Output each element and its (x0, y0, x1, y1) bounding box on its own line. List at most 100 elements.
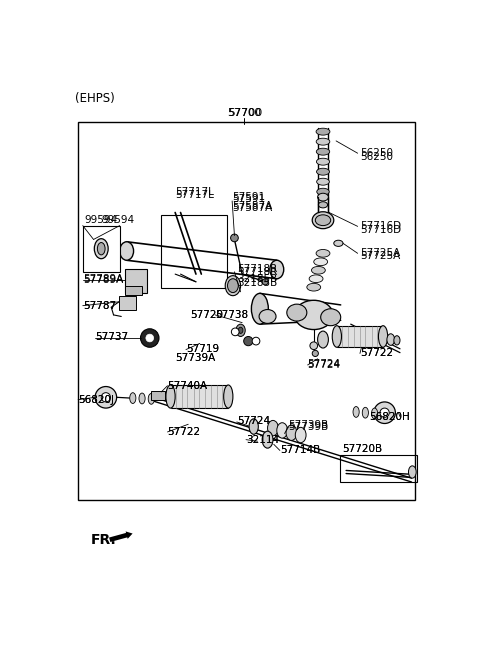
Text: 57720B: 57720B (342, 444, 383, 454)
Text: 32185B: 32185B (237, 277, 277, 288)
Ellipse shape (316, 148, 330, 155)
Text: 57740A: 57740A (168, 381, 207, 391)
Text: 32114: 32114 (246, 435, 279, 445)
Text: 57725A: 57725A (360, 248, 400, 259)
Text: 57787: 57787 (83, 301, 116, 310)
Text: 57718R: 57718R (237, 264, 277, 275)
Bar (119, 295, 136, 310)
Text: 57720: 57720 (191, 310, 224, 320)
Text: 57722: 57722 (360, 349, 393, 358)
Ellipse shape (295, 427, 306, 443)
Ellipse shape (224, 385, 233, 408)
Text: 57789A: 57789A (83, 275, 123, 284)
Text: 57700: 57700 (227, 108, 262, 118)
Text: 57722: 57722 (360, 349, 393, 358)
Text: 57717L: 57717L (175, 190, 214, 200)
Ellipse shape (262, 431, 273, 448)
Ellipse shape (309, 275, 323, 283)
Text: 57587A: 57587A (232, 202, 272, 211)
Bar (337, 326, 383, 347)
Ellipse shape (252, 294, 268, 324)
Ellipse shape (277, 422, 288, 438)
Ellipse shape (287, 304, 307, 321)
Ellipse shape (307, 283, 321, 291)
Text: 57722: 57722 (168, 427, 201, 437)
Text: 56820H: 56820H (369, 411, 410, 422)
Text: (EHPS): (EHPS) (75, 91, 115, 104)
Circle shape (310, 342, 318, 349)
Circle shape (230, 234, 238, 242)
Ellipse shape (120, 242, 133, 260)
Text: 57738: 57738 (215, 310, 248, 320)
Ellipse shape (270, 260, 284, 279)
Circle shape (312, 351, 318, 356)
Ellipse shape (228, 279, 238, 293)
Text: 57724: 57724 (308, 360, 341, 370)
Ellipse shape (314, 258, 328, 266)
Ellipse shape (362, 408, 369, 418)
Text: 57720B: 57720B (342, 444, 383, 454)
Circle shape (95, 386, 117, 408)
Ellipse shape (353, 406, 359, 417)
Text: 57789A: 57789A (83, 275, 123, 285)
Ellipse shape (408, 466, 416, 478)
Text: FR.: FR. (90, 533, 116, 547)
Ellipse shape (295, 300, 333, 330)
Text: 57714B: 57714B (280, 445, 320, 456)
Text: 57737: 57737 (95, 332, 128, 342)
Ellipse shape (312, 266, 325, 274)
Ellipse shape (236, 324, 245, 336)
Text: 57719: 57719 (186, 344, 219, 354)
Text: 57724: 57724 (237, 416, 270, 426)
Bar (151, 391, 165, 400)
Text: 57722: 57722 (168, 427, 201, 437)
Bar (125, 269, 147, 294)
Text: 57716D: 57716D (360, 226, 401, 235)
Text: 57719: 57719 (186, 344, 219, 354)
Ellipse shape (166, 385, 175, 408)
Text: 57714B: 57714B (280, 445, 320, 456)
Circle shape (146, 334, 154, 342)
Ellipse shape (225, 275, 240, 295)
Ellipse shape (312, 212, 334, 229)
Ellipse shape (316, 249, 330, 257)
Text: 57724: 57724 (237, 416, 270, 426)
Text: 57739B: 57739B (288, 422, 329, 432)
Text: 99594: 99594 (101, 215, 134, 226)
Ellipse shape (130, 393, 136, 404)
Ellipse shape (259, 310, 276, 323)
Ellipse shape (317, 178, 329, 185)
Text: 57739B: 57739B (288, 420, 329, 430)
Ellipse shape (316, 158, 330, 165)
Ellipse shape (286, 425, 297, 441)
Text: 57738: 57738 (215, 310, 248, 320)
Text: 57739A: 57739A (175, 353, 216, 363)
Text: 57718R: 57718R (237, 267, 277, 277)
Text: 99594: 99594 (84, 215, 118, 226)
Bar (170, 385, 228, 408)
Ellipse shape (316, 128, 330, 135)
Text: 56820H: 56820H (369, 411, 410, 422)
Circle shape (252, 337, 260, 345)
Circle shape (231, 328, 239, 336)
Ellipse shape (249, 419, 258, 434)
Bar (83, 226, 120, 272)
Ellipse shape (94, 238, 108, 259)
Ellipse shape (238, 327, 243, 334)
Text: 57716D: 57716D (360, 222, 401, 231)
Text: 32185B: 32185B (237, 273, 277, 284)
Ellipse shape (334, 240, 343, 246)
Bar (161, 215, 227, 288)
Text: 57591: 57591 (232, 192, 265, 202)
Circle shape (262, 279, 268, 285)
Text: 56250: 56250 (360, 148, 393, 158)
Text: 57700: 57700 (228, 108, 261, 118)
Text: 57587A: 57587A (232, 203, 272, 213)
Circle shape (244, 336, 253, 346)
Bar (125, 286, 142, 295)
Text: 57591: 57591 (232, 194, 265, 203)
Text: 57720: 57720 (191, 310, 224, 320)
Bar (78, 122, 415, 500)
Circle shape (141, 329, 159, 347)
Text: 57724: 57724 (308, 359, 341, 369)
